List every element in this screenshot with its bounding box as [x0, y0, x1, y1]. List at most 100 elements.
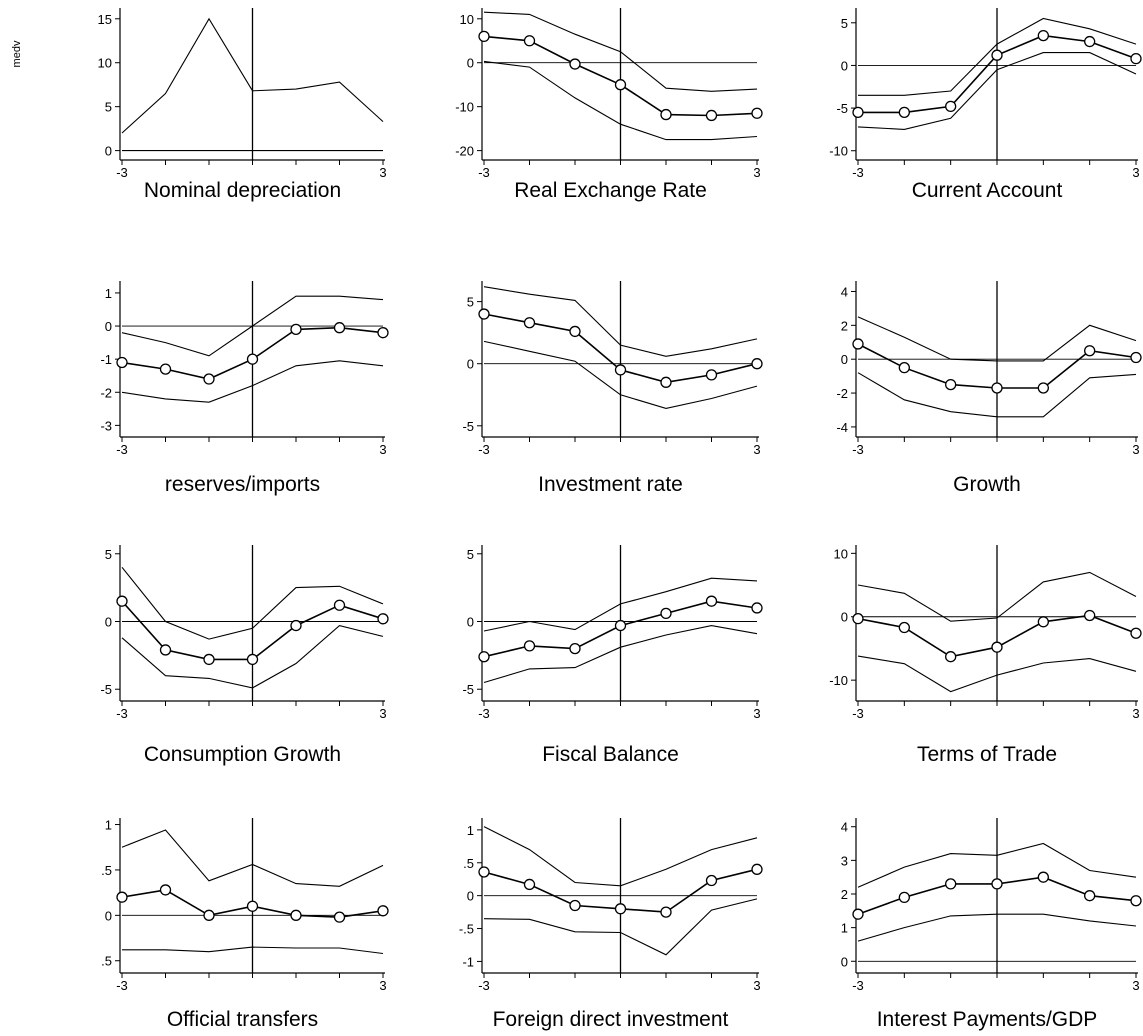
data-point [1130, 52, 1142, 65]
chart-title: Real Exchange Rate [514, 179, 707, 202]
chart-title: Interest Payments/GDP [877, 1008, 1098, 1031]
data-point [290, 909, 302, 921]
y-tick-label: -5 [462, 419, 474, 434]
data-point [991, 49, 1003, 61]
data-point [1130, 895, 1142, 907]
x-tick-label: 3 [379, 165, 386, 180]
y-tick-label: 0 [467, 56, 474, 71]
data-point [478, 866, 490, 878]
data-point [898, 621, 910, 634]
data-point [333, 911, 346, 923]
data-point [523, 640, 536, 652]
series-line-lower [483, 60, 758, 141]
y-tick-label: 0 [841, 954, 848, 969]
data-point [523, 878, 536, 891]
data-point [852, 338, 864, 350]
y-tick-label: 1 [105, 286, 112, 301]
data-point [945, 100, 957, 113]
y-tick-label: 2 [841, 887, 848, 902]
y-tick-label: -2 [100, 385, 112, 400]
y-tick-label: 0 [105, 908, 112, 923]
series-line-lower [483, 898, 758, 956]
data-point [614, 364, 627, 376]
data-point [333, 322, 346, 334]
data-point [751, 863, 763, 875]
x-tick-label: 3 [753, 978, 760, 993]
chart-title: Nominal depreciation [144, 179, 341, 202]
series-line-lower [483, 625, 758, 684]
x-tick-label: -3 [116, 706, 128, 721]
x-tick-label: 3 [1132, 706, 1139, 721]
panel-6: -5 0 5 -3 3 Consumption Growth [100, 545, 389, 766]
y-tick-label: -20 [455, 144, 474, 159]
data-point [660, 376, 672, 388]
x-tick-label: 3 [753, 165, 760, 180]
panel-11: 0 1 2 3 4 -3 3 Interest Payments/GDP [841, 818, 1142, 1031]
series-line-upper [483, 11, 758, 92]
data-point [1084, 345, 1096, 357]
data-point [569, 325, 581, 338]
y-tick-label: 0 [105, 615, 112, 630]
series-line-upper [483, 826, 758, 887]
data-point [991, 878, 1003, 890]
series-line-lower [483, 340, 758, 409]
data-point [523, 35, 536, 47]
y-tick-label: 0 [105, 144, 112, 159]
data-point [705, 595, 718, 607]
data-point [1037, 382, 1049, 394]
y-tick-label: -3 [100, 418, 112, 433]
data-point [1084, 890, 1096, 902]
data-point [751, 602, 763, 614]
data-point [246, 353, 259, 365]
y-tick-label: .5 [463, 856, 474, 871]
x-tick-label: 3 [753, 442, 760, 457]
x-tick-label: -3 [478, 165, 490, 180]
data-point [1130, 627, 1142, 639]
data-point [290, 619, 302, 632]
y-tick-label: 1 [467, 823, 474, 838]
x-tick-label: -3 [852, 165, 864, 180]
data-point [898, 891, 910, 904]
y-tick-label: 0 [841, 610, 848, 625]
chart-title: Fiscal Balance [542, 743, 679, 766]
y-tick-label: .5 [101, 863, 112, 878]
y-tick-label: -.5 [459, 922, 474, 937]
data-point [246, 653, 259, 666]
data-point [614, 79, 627, 91]
y-tick-label: 4 [841, 820, 848, 835]
data-point [523, 317, 536, 329]
data-point [159, 644, 172, 656]
data-point [945, 378, 957, 391]
data-point [159, 363, 172, 375]
series-line-upper [857, 842, 1137, 888]
series-line-upper [483, 577, 758, 632]
x-tick-label: 3 [1132, 978, 1139, 993]
y-tick-label: -10 [455, 100, 474, 115]
data-point [246, 900, 259, 912]
x-tick-label: -3 [116, 442, 128, 457]
y-tick-label: 5 [467, 547, 474, 562]
y-tick-label: -2 [836, 386, 848, 401]
series-line-lower [122, 946, 384, 955]
data-point [751, 107, 763, 119]
x-tick-label: 3 [1132, 165, 1139, 180]
data-point [852, 908, 864, 920]
y-tick-label: 0 [841, 58, 848, 73]
y-tick-label: 0 [467, 615, 474, 630]
series-line-lower [857, 52, 1137, 130]
data-point [660, 108, 672, 121]
y-tick-label: -4 [836, 420, 848, 435]
data-point [898, 362, 910, 374]
data-point [1037, 616, 1049, 628]
series-line-upper [857, 316, 1137, 362]
y-tick-label: -5 [836, 101, 848, 116]
y-tick-label: 2 [841, 318, 848, 333]
y-tick-label: 5 [467, 295, 474, 310]
data-point [377, 613, 389, 625]
y-tick-label: 10 [98, 56, 112, 71]
series-line-upper [121, 566, 384, 640]
y-tick-label: 0 [467, 889, 474, 904]
y-tick-label: 1 [841, 921, 848, 936]
data-point [705, 109, 718, 122]
x-tick-label: -3 [852, 442, 864, 457]
